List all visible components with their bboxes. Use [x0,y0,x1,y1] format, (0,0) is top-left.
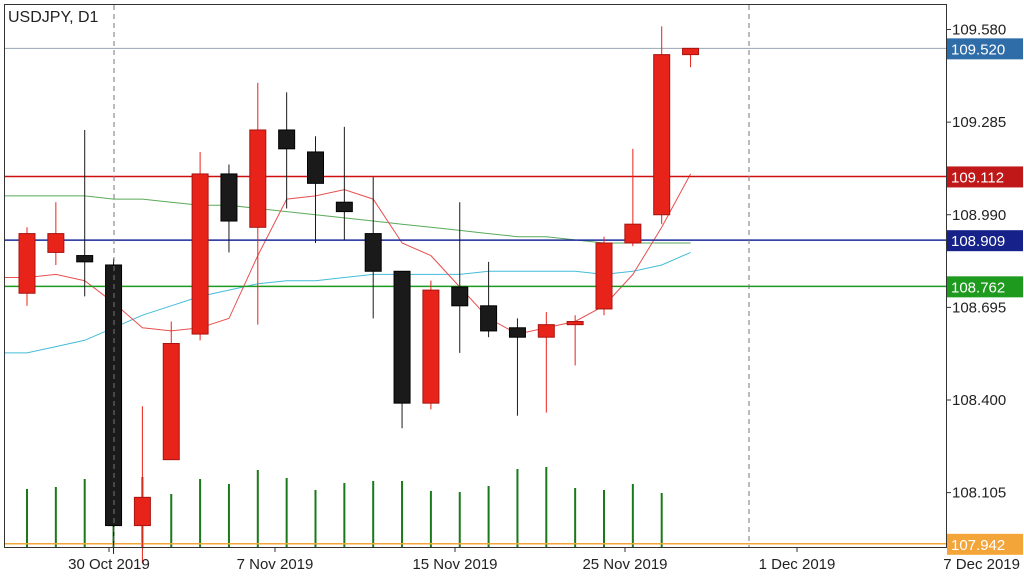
period-separators [113,5,750,547]
y-tick-label: 109.285 [952,114,1006,131]
level-label-box [947,38,1023,60]
candle-body[interactable] [278,129,296,150]
x-tick-label: 25 Nov 2019 [582,556,667,573]
candle-body[interactable] [364,233,382,272]
candle-body[interactable] [566,321,584,326]
y-tick-label: 108.990 [952,207,1006,224]
candle-body[interactable] [191,173,209,335]
level-label-box [947,230,1023,252]
candle-body[interactable] [451,286,469,307]
candle-body[interactable] [682,47,700,56]
x-tick-label: 30 Oct 2019 [68,556,150,573]
candle-body[interactable] [393,270,411,404]
level-label-box [947,276,1023,298]
y-tick-label: 108.105 [952,485,1006,502]
candle-body[interactable] [162,342,180,461]
y-axis: 109.580 109.285 108.990 108.695 108.400 108.1… [946,22,1006,502]
candle-body[interactable] [220,173,238,222]
level-label: 109.520 [951,41,1005,58]
candlesticks[interactable] [18,26,700,564]
level-label: 108.762 [951,279,1005,296]
level-label: 107.942 [951,537,1005,554]
candle-body[interactable] [624,223,642,244]
horizontal-levels [5,47,946,545]
candle-body[interactable] [508,327,526,338]
candle-body[interactable] [249,129,267,228]
level-label-box [947,166,1023,188]
level-label: 108.909 [951,233,1005,250]
candle-body[interactable] [47,233,65,253]
candle-body[interactable] [537,324,555,338]
candle-body[interactable] [480,305,498,332]
level-price-labels: 109.520 109.112 108.909 108.762 107.942 [947,38,1023,555]
x-tick-label: 1 Dec 2019 [759,556,836,573]
x-tick-label: 15 Nov 2019 [412,556,497,573]
y-tick-label: 109.580 [952,22,1006,39]
level-label: 109.112 [951,169,1004,186]
candle-body[interactable] [18,233,36,294]
candle-body[interactable] [133,496,151,527]
candle-body[interactable] [595,242,613,310]
chart-title: USDJPY, D1 [8,9,99,26]
candle-body[interactable] [653,54,671,216]
volume-bars [26,467,663,547]
x-tick-label: 7 Nov 2019 [237,556,314,573]
x-axis: 30 Oct 2019 7 Nov 2019 15 Nov 2019 25 Nov 2… [68,547,1020,573]
level-label-box [947,533,1023,555]
x-tick-label: 7 Dec 2019 [943,556,1020,573]
y-tick-label: 108.400 [952,392,1006,409]
plot-frame [4,4,947,548]
candle-body[interactable] [76,255,94,263]
candle-body[interactable] [335,201,353,213]
candle-body[interactable] [307,151,324,184]
candle-body[interactable] [422,289,440,404]
y-tick-label: 108.695 [952,299,1006,316]
